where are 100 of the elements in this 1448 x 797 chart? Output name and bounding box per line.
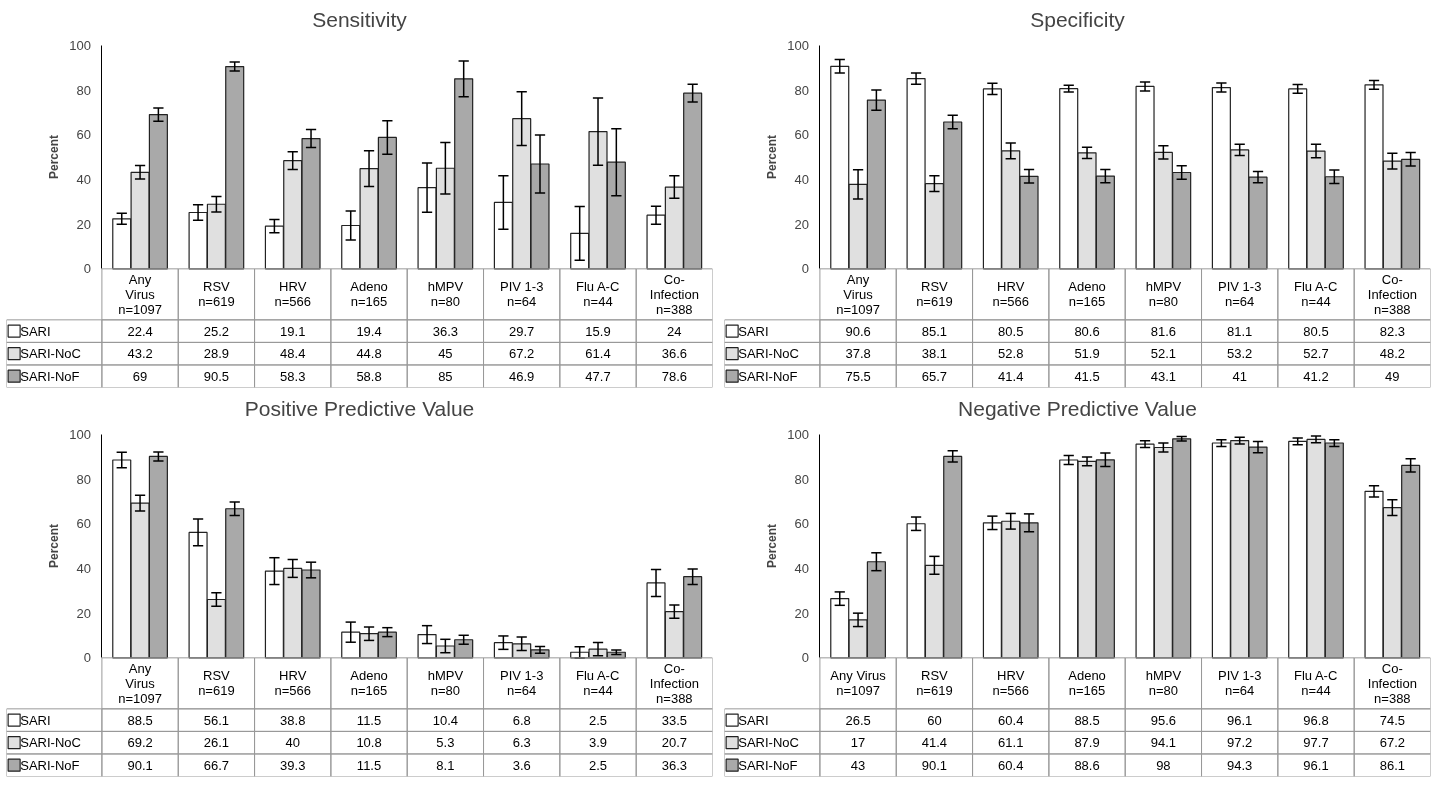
chart-title: Positive Predictive Value	[244, 396, 475, 420]
data-label: 19.4	[356, 323, 382, 339]
data-label: 43.1	[1150, 368, 1177, 384]
x-tick-label: RSV n=619	[916, 279, 953, 310]
y-tick-label: 40	[794, 560, 809, 576]
x-tick-label: Any Virus n=1097	[118, 660, 162, 706]
x-tick-label: Adeno n=165	[1068, 279, 1106, 310]
data-label: 10.8	[356, 735, 382, 751]
x-tick-label: Flu A-C n=44	[575, 668, 620, 699]
y-tick-label: 80	[794, 471, 809, 487]
data-label: 90.5	[203, 368, 230, 384]
y-axis-title: Percent	[764, 523, 779, 569]
data-label: 17	[850, 735, 866, 751]
data-label: 60	[927, 712, 942, 728]
data-label: 47.7	[585, 368, 611, 384]
legend-label: SARI-NoF	[20, 368, 80, 384]
data-label: 5.3	[436, 735, 455, 751]
x-tick-label: Co- Infection n=388	[649, 271, 699, 317]
data-label: 61.4	[585, 346, 611, 362]
data-label: 94.1	[1150, 735, 1177, 751]
legend-label: SARI	[738, 323, 769, 339]
y-tick-label: 40	[76, 560, 91, 576]
data-label: 80.5	[1303, 323, 1329, 339]
x-tick-label: hMPV n=80	[1145, 668, 1182, 699]
data-label: 65.7	[921, 368, 948, 384]
y-tick-label: 80	[76, 82, 91, 98]
y-tick-label: 60	[76, 127, 91, 143]
y-tick-label: 20	[794, 216, 809, 232]
data-label: 28.9	[203, 346, 230, 362]
x-tick-label: PIV 1-3 n=64	[1218, 668, 1262, 699]
data-label: 75.5	[845, 368, 871, 384]
data-label: 82.3	[1379, 323, 1405, 339]
data-label: 6.3	[512, 735, 531, 751]
data-label: 24	[667, 323, 682, 339]
data-label: 96.1	[1303, 757, 1329, 773]
data-label: 40	[285, 735, 300, 751]
data-label: 39.3	[280, 757, 306, 773]
data-label: 74.5	[1379, 712, 1405, 728]
data-label: 3.9	[588, 735, 608, 751]
y-tick-label: 20	[794, 605, 809, 621]
y-tick-label: 0	[83, 261, 91, 277]
data-label: 51.9	[1074, 346, 1100, 362]
data-label: 45	[438, 346, 453, 362]
x-tick-label: hMPV n=80	[1145, 279, 1182, 310]
data-label: 22.4	[127, 323, 153, 339]
data-label: 97.7	[1303, 735, 1329, 751]
x-tick-label: Any Virus n=1097	[118, 271, 162, 317]
data-label: 8.1	[436, 757, 455, 773]
data-label: 90.6	[845, 323, 871, 339]
data-label: 11.5	[356, 757, 382, 773]
y-tick-label: 0	[801, 261, 809, 277]
data-label: 41	[1232, 368, 1247, 384]
legend-label: SARI-NoC	[20, 735, 81, 751]
legend-label: SARI-NoC	[738, 735, 799, 751]
data-label: 48.4	[280, 346, 306, 362]
x-tick-label: Co- Infection n=388	[649, 660, 699, 706]
y-tick-label: 100	[69, 426, 91, 442]
chart-title: Sensitivity	[312, 7, 408, 31]
data-label: 49	[1385, 368, 1400, 384]
y-tick-label: 60	[794, 127, 809, 143]
data-label: 98	[1156, 757, 1171, 773]
data-label: 41.5	[1074, 368, 1100, 384]
data-label: 78.6	[661, 368, 687, 384]
x-tick-label: Any Virus n=1097	[830, 668, 887, 699]
data-label: 2.5	[588, 757, 608, 773]
y-axis-title: Percent	[46, 523, 61, 569]
data-label: 60.4	[998, 757, 1024, 773]
data-label: 41.2	[1303, 368, 1329, 384]
x-tick-label: Flu A-C n=44	[1293, 279, 1338, 310]
y-tick-label: 80	[794, 82, 809, 98]
data-label: 10.4	[432, 712, 459, 728]
data-label: 41.4	[921, 735, 948, 751]
x-tick-label: HRV n=566	[992, 668, 1029, 699]
data-label: 69	[132, 368, 148, 384]
data-label: 88.5	[127, 712, 153, 728]
data-label: 52.8	[998, 346, 1024, 362]
x-tick-label: PIV 1-3 n=64	[1218, 279, 1262, 310]
x-tick-label: HRV n=566	[992, 279, 1029, 310]
chart-title: Specificity	[1030, 7, 1126, 31]
y-axis-title: Percent	[46, 134, 61, 180]
legend-label: SARI-NoF	[738, 757, 798, 773]
data-label: 90.1	[127, 757, 153, 773]
data-label: 26.1	[203, 735, 230, 751]
y-tick-label: 0	[83, 650, 91, 666]
data-label: 58.3	[280, 368, 306, 384]
data-label: 81.6	[1150, 323, 1177, 339]
data-label: 90.1	[921, 757, 948, 773]
data-label: 88.5	[1074, 712, 1100, 728]
data-label: 80.6	[1074, 323, 1100, 339]
data-label: 58.8	[356, 368, 382, 384]
legend-label: SARI	[20, 712, 51, 728]
data-label: 36.6	[661, 346, 687, 362]
data-label: 43.2	[127, 346, 153, 362]
x-tick-label: PIV 1-3 n=64	[500, 668, 544, 699]
data-label: 25.2	[203, 323, 230, 339]
x-tick-label: hMPV n=80	[427, 668, 464, 699]
data-label: 19.1	[280, 323, 306, 339]
x-tick-label: RSV n=619	[198, 668, 235, 699]
y-axis-title: Percent	[764, 134, 779, 180]
data-label: 43	[850, 757, 866, 773]
